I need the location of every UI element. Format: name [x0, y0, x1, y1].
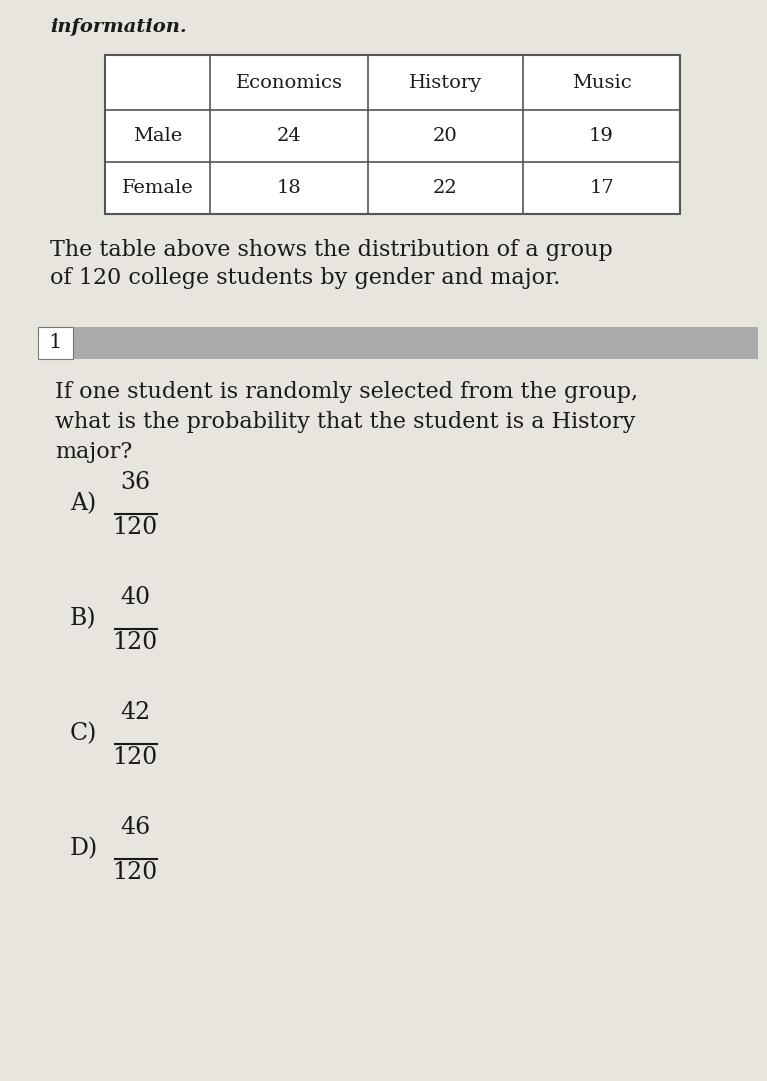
Text: 19: 19 [589, 126, 614, 145]
Text: Male: Male [133, 126, 182, 145]
Bar [105, 55, 680, 214]
Text: The table above shows the distribution of a group: The table above shows the distribution o… [50, 239, 613, 261]
Text: B): B) [70, 608, 97, 630]
Text: 22: 22 [433, 179, 458, 197]
Text: of 120 college students by gender and major.: of 120 college students by gender and ma… [50, 267, 561, 289]
Text: Female: Female [122, 179, 193, 197]
Text: 120: 120 [113, 860, 158, 884]
Text: information.: information. [50, 18, 186, 36]
Bar [38, 326, 73, 359]
Text: major?: major? [55, 441, 132, 463]
Text: what is the probability that the student is a History: what is the probability that the student… [55, 411, 635, 433]
Text: D): D) [70, 838, 98, 860]
Text: History: History [409, 74, 482, 92]
Text: C): C) [70, 722, 97, 746]
Text: A): A) [70, 493, 96, 516]
Text: 20: 20 [433, 126, 458, 145]
Text: 36: 36 [120, 471, 150, 494]
Text: 24: 24 [277, 126, 301, 145]
Text: Music: Music [571, 74, 631, 92]
Text: 120: 120 [113, 746, 158, 769]
Text: 46: 46 [120, 816, 150, 839]
Text: 17: 17 [589, 179, 614, 197]
Text: 120: 120 [113, 516, 158, 539]
Text: 18: 18 [277, 179, 301, 197]
Text: 1: 1 [49, 334, 62, 352]
Text: 120: 120 [113, 631, 158, 654]
Text: 40: 40 [120, 586, 150, 609]
Text: 42: 42 [120, 700, 150, 724]
Bar [38, 326, 758, 359]
Text: Economics: Economics [235, 74, 343, 92]
Text: If one student is randomly selected from the group,: If one student is randomly selected from… [55, 381, 638, 403]
